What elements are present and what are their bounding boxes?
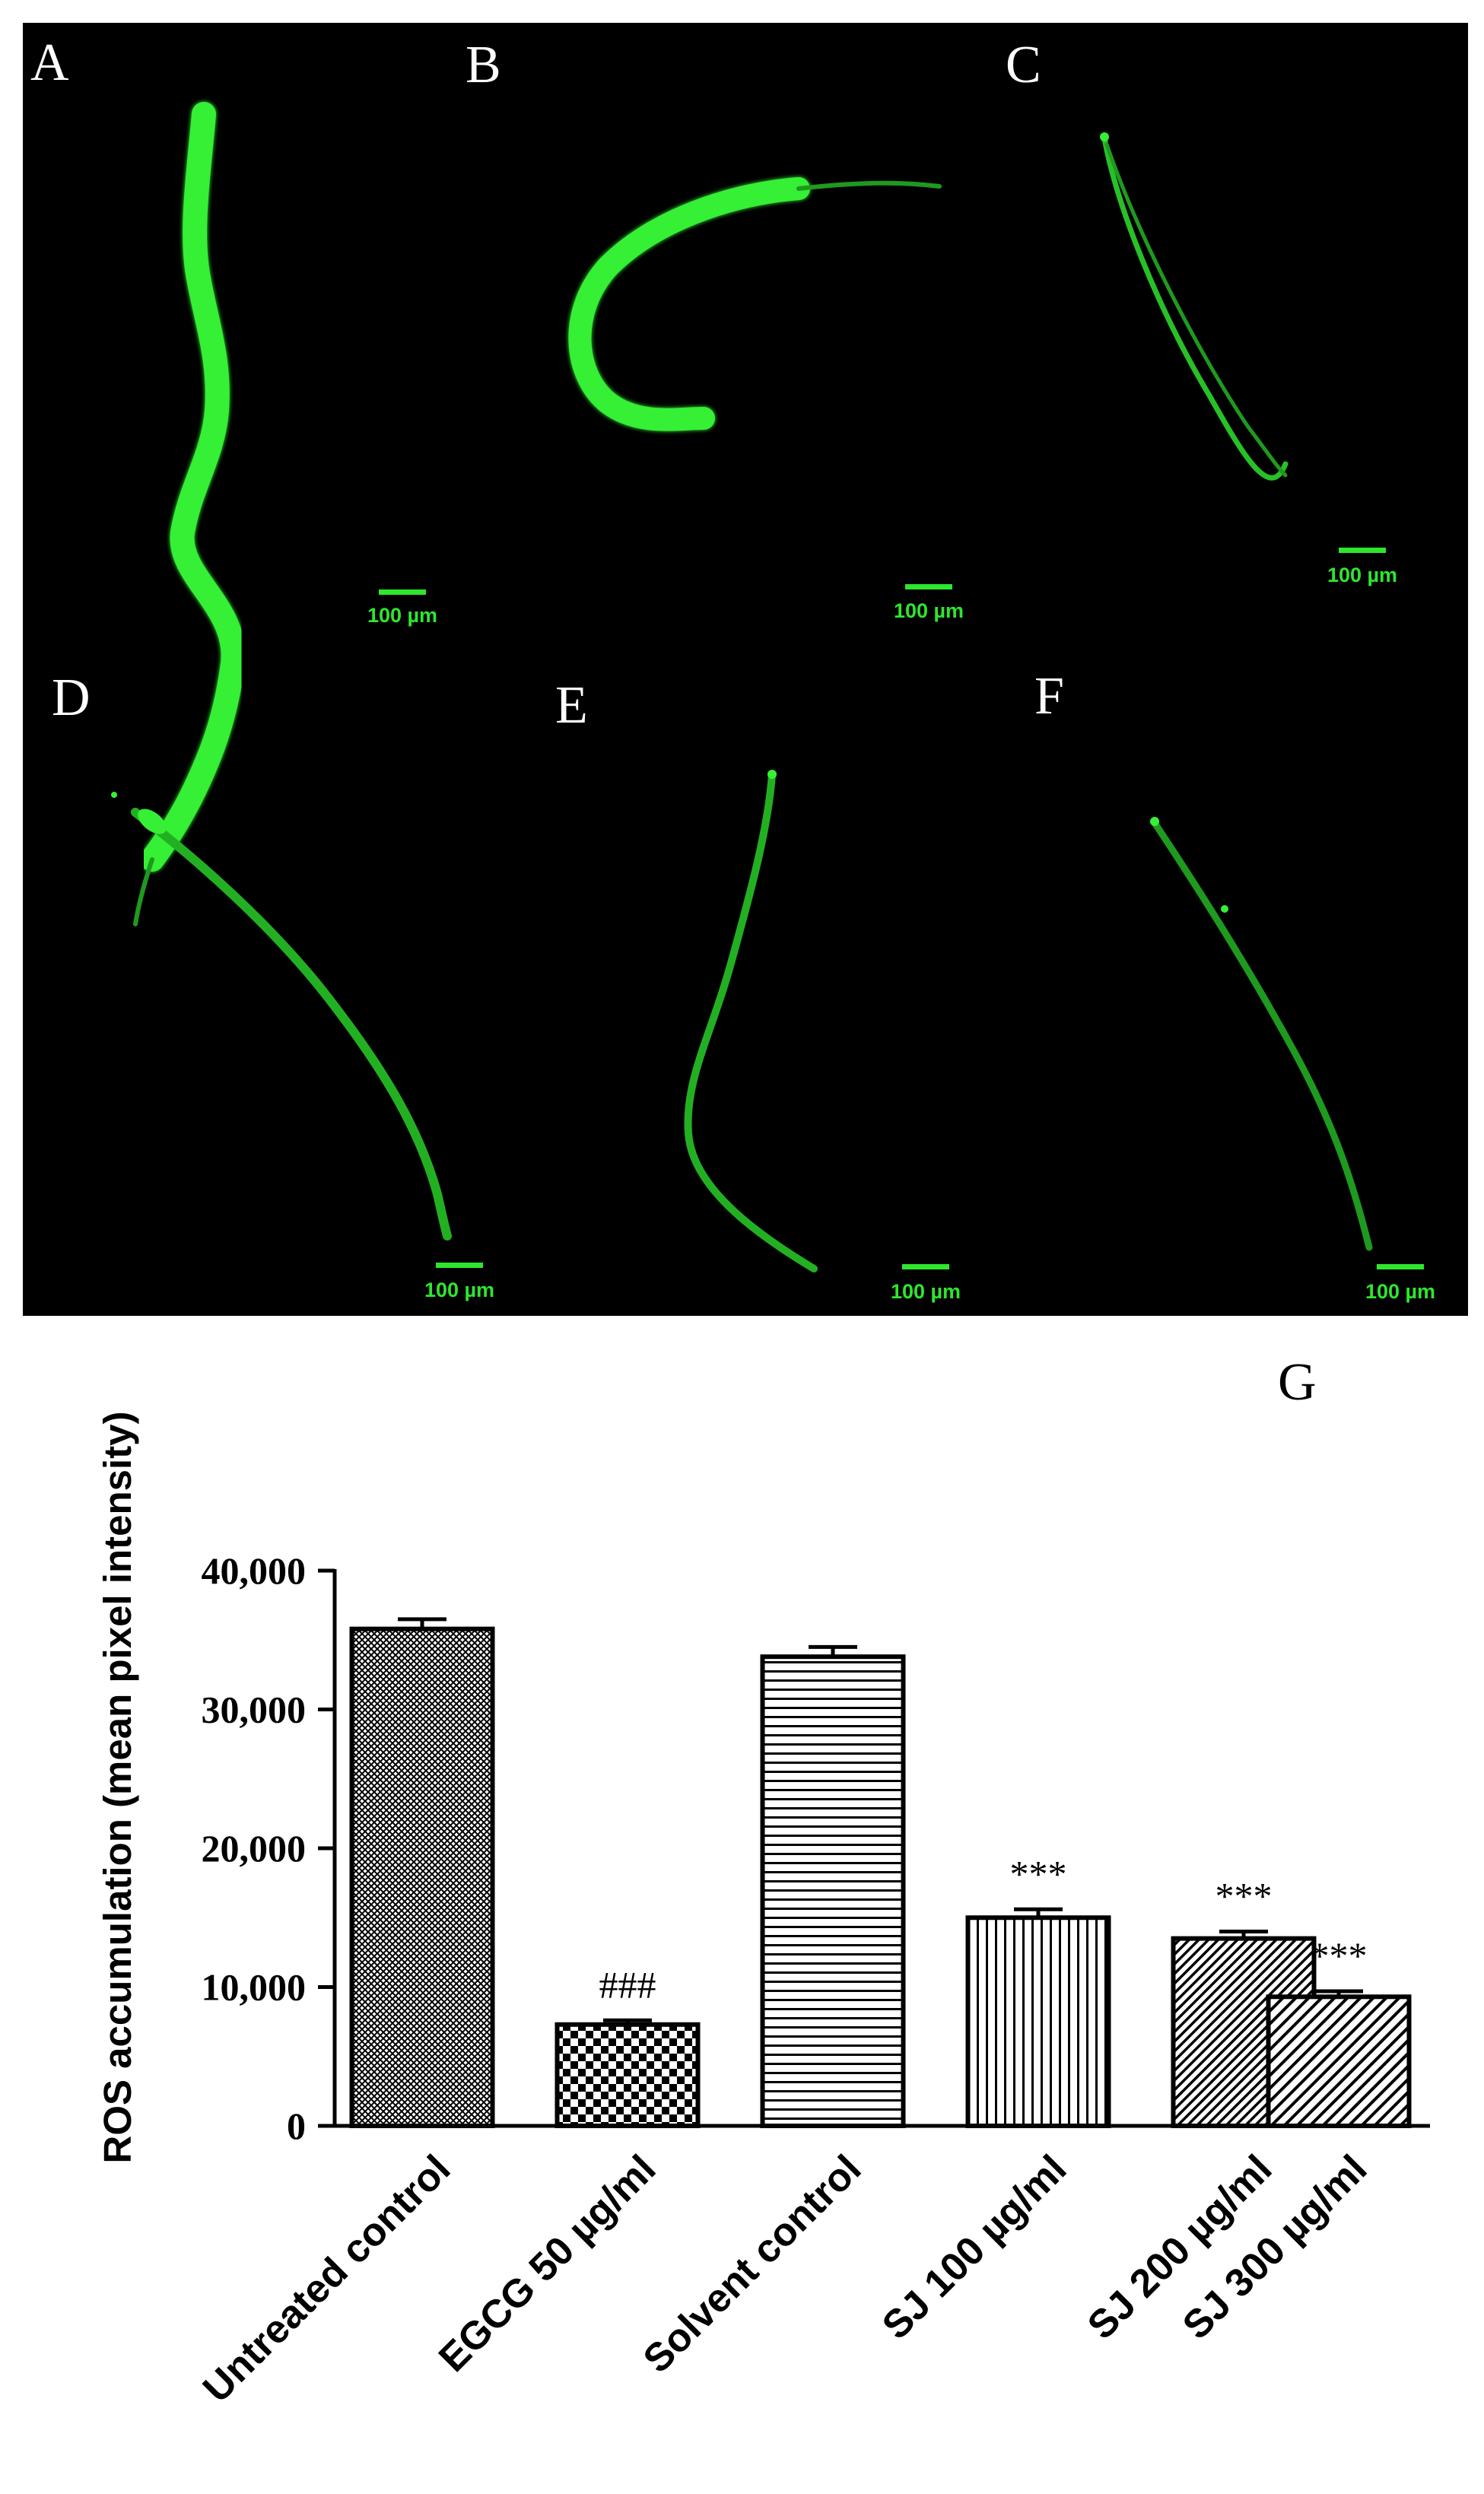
micrograph-background bbox=[23, 23, 1468, 1316]
micrograph-c-scale-label: 100 µm bbox=[1327, 564, 1397, 586]
worm-d-tip bbox=[111, 792, 117, 798]
bar-chart: G ROS accumulation (mean pixel intensity… bbox=[96, 1353, 1430, 2411]
micrograph-b-scalebar bbox=[905, 584, 952, 589]
significance-label: *** bbox=[1311, 1934, 1368, 1977]
micrograph-e-letter: E bbox=[555, 676, 588, 735]
micrograph-e-scalebar bbox=[902, 1264, 949, 1269]
worm-d-head bbox=[138, 809, 167, 834]
bars: ### *** *** *** bbox=[349, 1617, 1412, 2128]
category-label: EGCG 50 µg/ml bbox=[431, 2146, 664, 2380]
y-tick-label: 30,000 bbox=[202, 1689, 307, 1731]
micrograph-e: E 100 µm bbox=[555, 676, 961, 1303]
worm-a bbox=[140, 102, 246, 872]
micrograph-b-letter: B bbox=[466, 36, 501, 94]
micrograph-d-scale-label: 100 µm bbox=[424, 1279, 494, 1301]
significance-label: ### bbox=[599, 1963, 656, 2006]
worm-b-tail bbox=[796, 180, 942, 191]
micrograph-a-scale-label: 100 µm bbox=[367, 604, 437, 627]
micrograph-e-scale-label: 100 µm bbox=[891, 1280, 961, 1303]
worm-c-body bbox=[1104, 142, 1288, 478]
bar bbox=[1266, 1994, 1412, 2128]
micrograph-c: C 100 µm bbox=[1006, 36, 1397, 586]
y-axis-title: ROS accumulation (mean pixel intensity) bbox=[96, 1411, 139, 2163]
micrograph-f: F 100 µm bbox=[1034, 667, 1435, 1303]
category-label: Solvent control bbox=[635, 2146, 870, 2381]
worm-f bbox=[1151, 819, 1373, 1251]
micrograph-a: A 100 µm bbox=[30, 33, 437, 926]
category-label: SJ 100 µg/ml bbox=[874, 2146, 1076, 2348]
worm-c-head bbox=[1100, 132, 1109, 141]
chart-panel-letter: G bbox=[1278, 1353, 1317, 1412]
micrograph-c-letter: C bbox=[1006, 36, 1041, 94]
worm-d bbox=[131, 808, 452, 1241]
y-tick-label: 0 bbox=[287, 2105, 306, 2147]
micrograph-f-letter: F bbox=[1034, 667, 1064, 726]
worm-a-tail bbox=[133, 857, 154, 926]
worm-c bbox=[1101, 135, 1289, 481]
bar bbox=[965, 1915, 1111, 2128]
worm-b bbox=[568, 177, 810, 431]
y-tick-label: 10,000 bbox=[202, 1966, 307, 2009]
micrograph-panels: A 100 µm B 100 µm C 100 µm D bbox=[23, 23, 1468, 1316]
micrograph-d: D 100 µm bbox=[52, 669, 494, 1301]
worm-e-head bbox=[767, 770, 777, 779]
micrograph-b-scale-label: 100 µm bbox=[894, 599, 964, 622]
micrograph-d-scalebar bbox=[436, 1263, 483, 1268]
micrograph-f-scalebar bbox=[1377, 1264, 1424, 1269]
significance-label: *** bbox=[1010, 1852, 1067, 1895]
micrograph-a-letter: A bbox=[30, 33, 69, 92]
category-label: Untreated control bbox=[195, 2146, 459, 2410]
micrograph-c-scalebar bbox=[1339, 548, 1386, 553]
micrograph-b: B 100 µm bbox=[466, 36, 964, 622]
y-axis-ticks: 0 10,000 20,000 30,000 40,000 bbox=[202, 1549, 335, 2147]
worm-f-head bbox=[1150, 817, 1159, 826]
bar bbox=[555, 2022, 701, 2128]
worm-f-spot bbox=[1221, 905, 1228, 913]
y-tick-label: 40,000 bbox=[202, 1549, 307, 1592]
y-tick-label: 20,000 bbox=[202, 1827, 307, 1870]
micrograph-a-scalebar bbox=[379, 589, 426, 595]
micrograph-f-scale-label: 100 µm bbox=[1365, 1280, 1435, 1303]
bar bbox=[760, 1654, 906, 2128]
micrograph-d-letter: D bbox=[52, 669, 91, 727]
significance-label: *** bbox=[1215, 1875, 1273, 1917]
bar bbox=[349, 1626, 495, 2128]
worm-e bbox=[684, 770, 818, 1272]
